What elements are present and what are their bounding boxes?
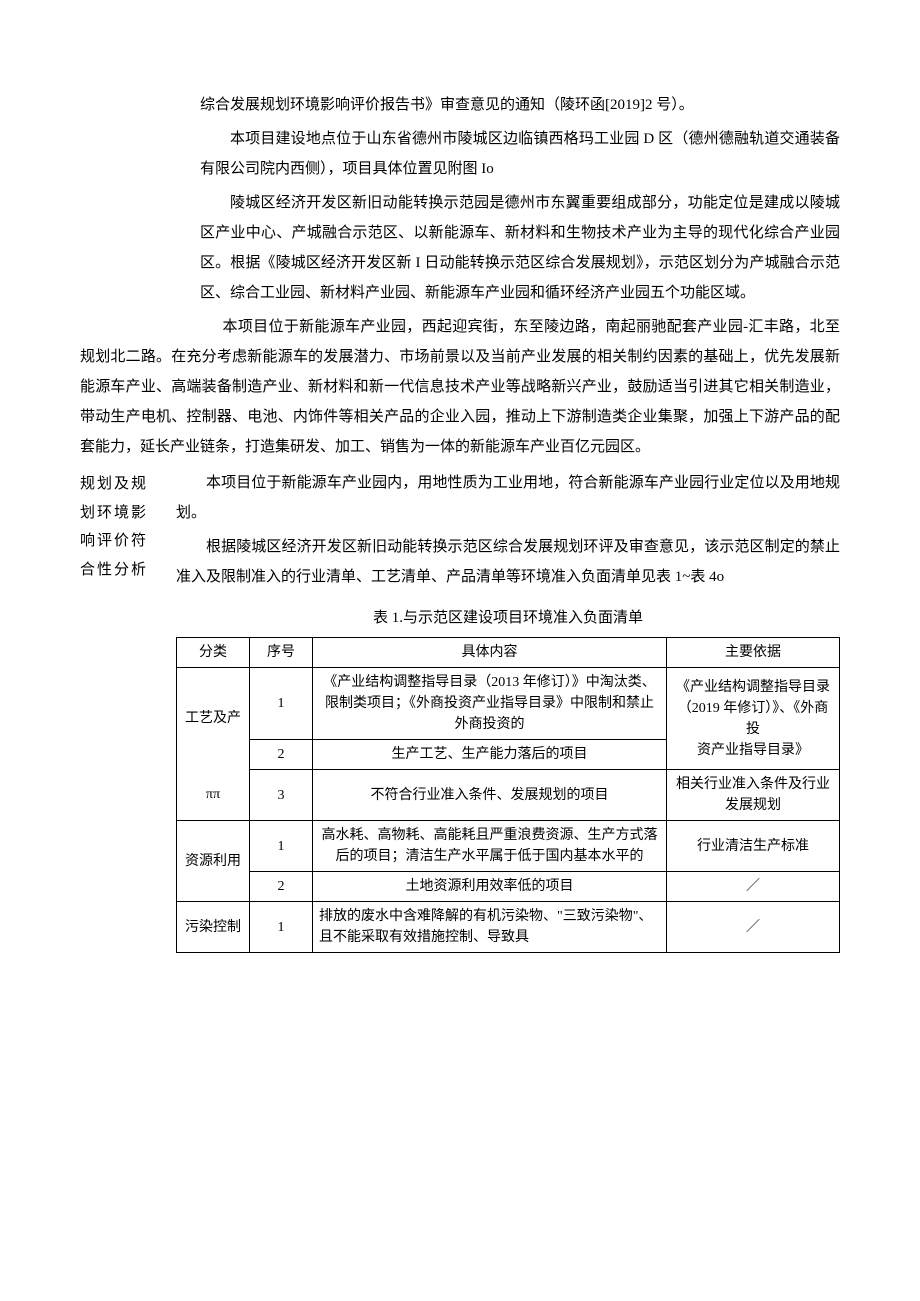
cell-basis: ／ xyxy=(667,872,840,902)
paragraph-6: 根据陵城区经济开发区新旧动能转换示范区综合发展规划环评及审查意见，该示范区制定的… xyxy=(176,532,840,592)
paragraph-5: 本项目位于新能源车产业园内，用地性质为工业用地，符合新能源车产业园行业定位以及用… xyxy=(176,468,840,528)
side-label-line4: 合性分析 xyxy=(80,556,176,585)
side-label-line2: 划环境影 xyxy=(80,499,176,528)
paragraph-2: 本项目建设地点位于山东省德州市陵城区边临镇西格玛工业园 D 区（德州德融轨道交通… xyxy=(200,124,840,184)
cell-category-1a: 工艺及产 xyxy=(177,668,250,770)
cell-category-1b: ππ xyxy=(177,770,250,821)
table-row: 资源利用 1 高水耗、高物耗、高能耗且严重浪费资源、生产方式落后的项目；清洁生产… xyxy=(177,821,840,872)
cell-basis: ／ xyxy=(667,902,840,953)
cell-content: 生产工艺、生产能力落后的项目 xyxy=(313,740,667,770)
table-row: 工艺及产 1 《产业结构调整指导目录（2013 年修订）》中淘汰类、限制类项目；… xyxy=(177,668,840,740)
cell-basis: 相关行业准入条件及行业发展规划 xyxy=(667,770,840,821)
side-label-line3: 响评价符 xyxy=(80,527,176,556)
document-page: 综合发展规划环境影响评价报告书》审查意见的通知（陵环函[2019]2 号）。 本… xyxy=(0,0,920,993)
cell-seq: 3 xyxy=(250,770,313,821)
cell-seq: 1 xyxy=(250,902,313,953)
cell-basis-text-b: 资产业指导目录》 xyxy=(697,743,809,758)
upper-paragraph-block: 综合发展规划环境影响评价报告书》审查意见的通知（陵环函[2019]2 号）。 本… xyxy=(200,90,840,308)
right-column: 本项目位于新能源车产业园内，用地性质为工业用地，符合新能源车产业园行业定位以及用… xyxy=(176,468,840,953)
table-row: ππ 3 不符合行业准入条件、发展规划的项目 相关行业准入条件及行业发展规划 xyxy=(177,770,840,821)
side-label-line1: 规划及规 xyxy=(80,470,176,499)
paragraph-1: 综合发展规划环境影响评价报告书》审查意见的通知（陵环函[2019]2 号）。 xyxy=(200,90,840,120)
cell-content: 排放的废水中含难降解的有机污染物、"三致污染物"、且不能采取有效措施控制、导致具 xyxy=(313,902,667,953)
th-basis: 主要依据 xyxy=(667,638,840,668)
th-seq: 序号 xyxy=(250,638,313,668)
cell-seq: 2 xyxy=(250,740,313,770)
table-header-row: 分类 序号 具体内容 主要依据 xyxy=(177,638,840,668)
paragraph-4: 本项目位于新能源车产业园，西起迎宾街，东至陵边路，南起丽驰配套产业园-汇丰路，北… xyxy=(80,312,840,462)
table-row: 污染控制 1 排放的废水中含难降解的有机污染物、"三致污染物"、且不能采取有效措… xyxy=(177,902,840,953)
cell-content: 《产业结构调整指导目录（2013 年修订）》中淘汰类、限制类项目；《外商投资产业… xyxy=(313,668,667,740)
cell-seq: 1 xyxy=(250,668,313,740)
cell-content: 土地资源利用效率低的项目 xyxy=(313,872,667,902)
cell-category-2: 资源利用 xyxy=(177,821,250,902)
cell-content: 高水耗、高物耗、高能耗且严重浪费资源、生产方式落后的项目；清洁生产水平属于低于国… xyxy=(313,821,667,872)
th-content: 具体内容 xyxy=(313,638,667,668)
th-category: 分类 xyxy=(177,638,250,668)
cell-content: 不符合行业准入条件、发展规划的项目 xyxy=(313,770,667,821)
cell-seq: 1 xyxy=(250,821,313,872)
cell-basis-text-a: 《产业结构调整指导目录（2019 年修订）》、《外商投 xyxy=(676,680,830,737)
cell-category-3: 污染控制 xyxy=(177,902,250,953)
side-label: 规划及规 划环境影 响评价符 合性分析 xyxy=(80,468,176,584)
paragraph-3: 陵城区经济开发区新旧动能转换示范园是德州市东翼重要组成部分，功能定位是建成以陵城… xyxy=(200,188,840,308)
table-row: 2 土地资源利用效率低的项目 ／ xyxy=(177,872,840,902)
table-caption: 表 1.与示范区建设项目环境准入负面清单 xyxy=(176,606,840,627)
cell-basis: 行业清洁生产标准 xyxy=(667,821,840,872)
cell-seq: 2 xyxy=(250,872,313,902)
negative-list-table: 分类 序号 具体内容 主要依据 工艺及产 1 《产业结构调整指导目录（2013 … xyxy=(176,637,840,953)
side-label-section: 规划及规 划环境影 响评价符 合性分析 本项目位于新能源车产业园内，用地性质为工… xyxy=(80,468,840,953)
cell-basis: 《产业结构调整指导目录（2019 年修订）》、《外商投 资产业指导目录》 xyxy=(667,668,840,770)
